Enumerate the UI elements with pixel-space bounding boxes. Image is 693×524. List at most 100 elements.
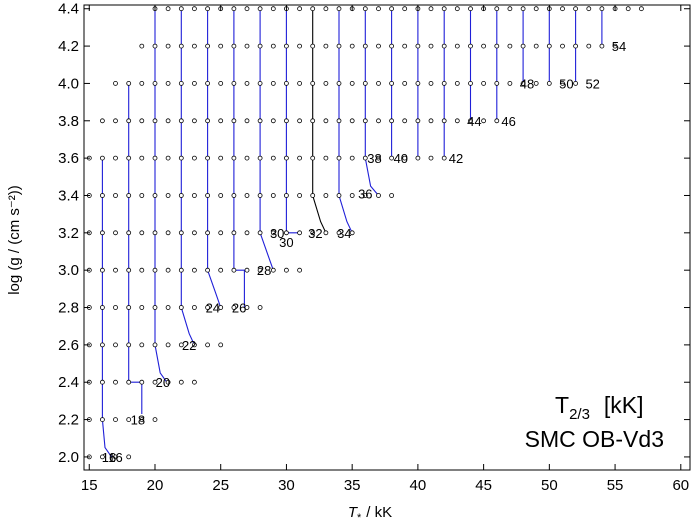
contour-label: 30: [279, 235, 293, 250]
grid-point: [218, 230, 224, 236]
grid-point: [178, 342, 184, 348]
grid-point: [113, 155, 118, 161]
y-tick-label: 4.0: [58, 75, 79, 92]
grid-point: [165, 193, 171, 198]
grid-point: [283, 155, 289, 161]
grid-point: [205, 342, 211, 348]
grid-point: [139, 43, 145, 49]
grid-point: [231, 267, 237, 273]
grid-point: [191, 342, 197, 348]
grid-point: [205, 230, 211, 236]
grid-point: [191, 155, 197, 161]
x-tick-label: 20: [147, 477, 164, 494]
grid-point: [205, 193, 211, 198]
grid-point: [533, 6, 539, 12]
grid-point: [178, 305, 184, 310]
grid-point: [428, 43, 434, 49]
grid-point: [244, 81, 250, 86]
contour-label: 24: [206, 301, 220, 316]
grid-point: [152, 118, 158, 124]
grid-point: [113, 230, 118, 236]
grid-point: [113, 379, 118, 385]
grid-point: [178, 193, 184, 198]
grid-point: [376, 118, 381, 124]
grid-point: [507, 6, 513, 12]
y-axis-title: log (g / (cm s⁻²)): [6, 185, 23, 295]
grid-point: [126, 193, 132, 198]
grid-point: [283, 118, 289, 124]
grid-point: [283, 230, 289, 236]
grid-point: [639, 6, 644, 12]
grid-point: [205, 81, 211, 86]
grid-point: [428, 6, 434, 12]
grid-point: [560, 43, 565, 49]
grid-point: [152, 155, 158, 161]
grid-point: [165, 118, 171, 124]
grid-point: [494, 81, 500, 86]
x-axis-unit: / kK: [366, 504, 392, 521]
grid-point: [546, 81, 552, 86]
grid-point: [244, 305, 250, 310]
axis-ticks: 15 20 25 30 35 40 45 50 55 60 2.0 2.2 2.4 2.6 2.8 3.0 3.…: [58, 1, 690, 494]
grid-point: [310, 193, 316, 198]
grid-point: [270, 118, 276, 124]
grid-point: [573, 81, 578, 86]
grid-point: [415, 155, 421, 161]
grid-point: [481, 118, 487, 124]
grid-point: [362, 81, 368, 86]
grid-point: [139, 230, 145, 236]
grid-point: [191, 193, 197, 198]
grid-point: [244, 6, 250, 12]
grid-point: [454, 43, 460, 49]
grid-point: [165, 305, 171, 310]
grid-point: [100, 230, 105, 236]
grid-point: [599, 43, 605, 49]
grid-point: [113, 118, 118, 124]
grid-point: [389, 193, 395, 198]
contour-label: 50: [559, 76, 573, 91]
grid-point: [152, 230, 158, 236]
grid-point: [113, 454, 118, 460]
grid-point: [533, 81, 539, 86]
grid-point: [507, 43, 513, 49]
grid-point: [205, 155, 211, 161]
grid-point: [376, 81, 381, 86]
contour-label: 38: [367, 151, 381, 166]
grid-point: [231, 118, 237, 124]
grid-point: [165, 230, 171, 236]
contour-label: 16: [102, 450, 116, 465]
contour-label: 18: [131, 413, 145, 428]
grid-point: [402, 43, 408, 49]
grid-point: [231, 305, 237, 310]
grid-point: [376, 6, 381, 12]
grid-point: [468, 118, 473, 124]
grid-point: [191, 81, 197, 86]
grid-point: [468, 81, 473, 86]
grid-point: [283, 43, 289, 49]
grid-point: [336, 118, 342, 124]
x-tick-label: 60: [672, 477, 689, 494]
grid-point: [297, 43, 303, 49]
grid-point: [533, 43, 539, 49]
grid-point: [310, 81, 316, 86]
grid-point: [376, 155, 381, 161]
grid-point: [126, 305, 132, 310]
grid-point: [507, 81, 513, 86]
grid-point: [560, 6, 565, 12]
grid-point: [362, 6, 368, 12]
grid-point: [454, 81, 460, 86]
contour-label: 32: [308, 226, 322, 241]
contour-line-24: [207, 8, 222, 308]
grid-point: [139, 305, 145, 310]
grid-point: [336, 6, 342, 12]
grid-point: [257, 81, 263, 86]
grid-point: [520, 6, 526, 12]
grid-point: [560, 81, 565, 86]
contour-label: 42: [449, 151, 463, 166]
annotation-title-unit: [kK]: [604, 392, 644, 418]
grid-point: [126, 155, 132, 161]
grid-point: [310, 230, 316, 236]
grid-point: [336, 230, 342, 236]
grid-point: [297, 118, 303, 124]
